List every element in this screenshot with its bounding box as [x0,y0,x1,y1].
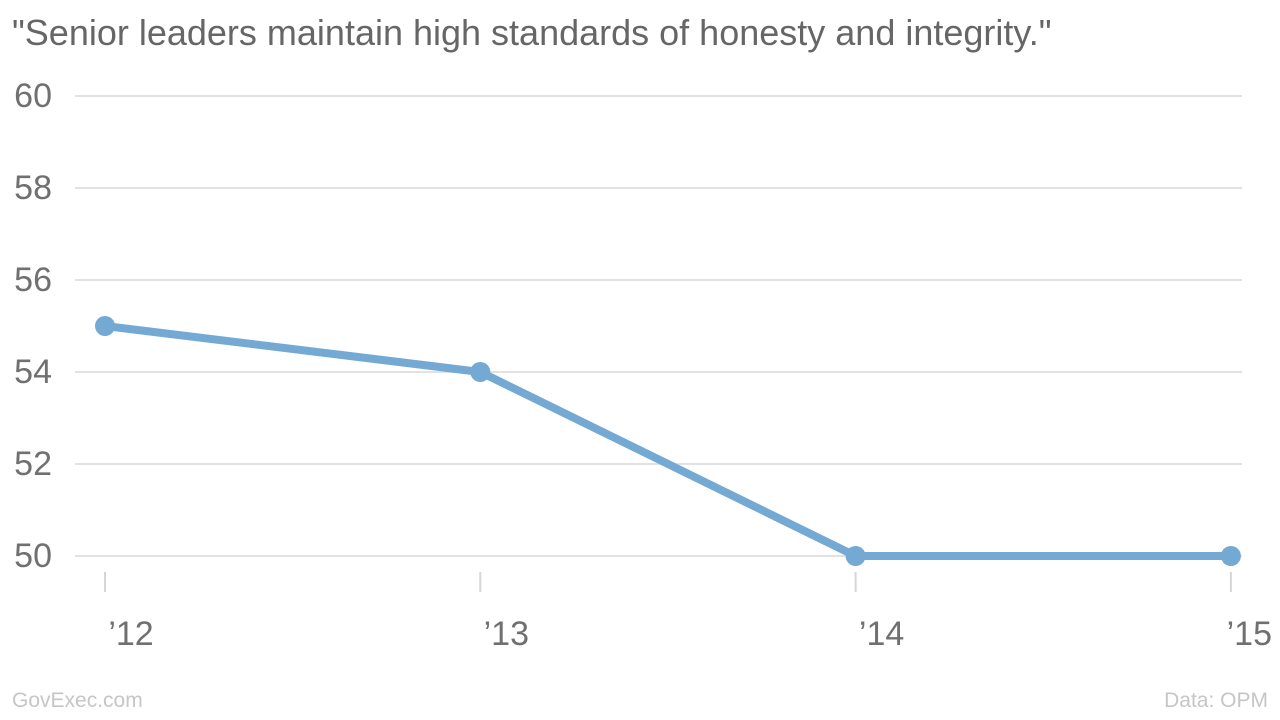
y-axis-label: 58 [14,169,52,207]
series-group [95,316,1241,566]
y-axis-labels: 50 52 54 56 58 60 [14,77,52,575]
y-axis-label: 50 [14,537,52,575]
y-axis-label: 52 [14,445,52,483]
chart-title: "Senior leaders maintain high standards … [12,12,1052,53]
y-axis-label: 56 [14,261,52,299]
data-point-marker [470,362,491,382]
x-axis-label: ’14 [859,615,904,653]
series-line [101,322,1235,560]
data-point-marker [1220,546,1241,566]
gridlines [75,95,1242,557]
data-point-marker [845,546,866,566]
y-axis-label: 54 [14,353,52,391]
x-axis-ticks [104,572,1232,592]
x-axis-label: ’12 [108,615,153,653]
data-source: Data: OPM [1164,689,1268,712]
x-axis-label: ’15 [1227,615,1272,653]
y-axis-label: 60 [14,77,52,115]
source-credit: GovExec.com [12,689,143,712]
data-point-marker [95,316,115,336]
x-axis-labels: ’12 ’13 ’14 ’15 [108,615,1272,653]
x-axis-label: ’13 [484,615,529,653]
